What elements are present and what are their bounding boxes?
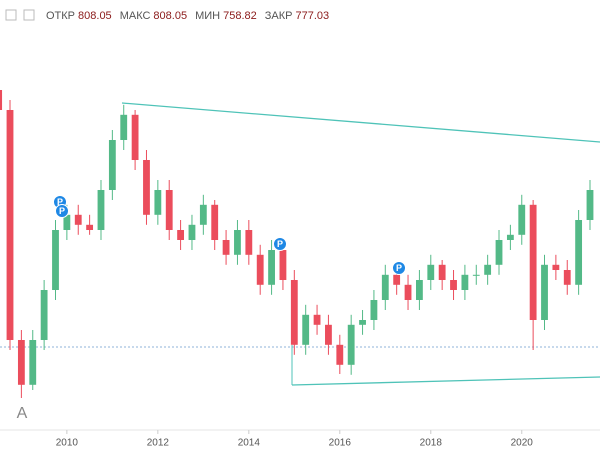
candle-body bbox=[234, 230, 241, 255]
x-tick-label: 2018 bbox=[420, 438, 443, 449]
candle-body bbox=[29, 340, 37, 385]
candle-body bbox=[302, 314, 310, 345]
candle-body bbox=[245, 230, 253, 255]
candle-body bbox=[268, 250, 275, 285]
candle-body bbox=[552, 264, 560, 270]
candle-body bbox=[325, 324, 332, 345]
candle-body bbox=[427, 264, 435, 280]
candle-body bbox=[359, 320, 366, 325]
candle-body bbox=[450, 280, 457, 290]
annotation-marker[interactable] bbox=[55, 204, 69, 218]
candle-body bbox=[461, 274, 469, 290]
annotation-label: P bbox=[57, 197, 63, 207]
candle-body bbox=[484, 264, 492, 275]
candle-body bbox=[393, 274, 401, 285]
candle-body bbox=[290, 280, 298, 345]
annotation-label: P bbox=[277, 239, 283, 249]
candle-body bbox=[404, 284, 412, 300]
candle-body bbox=[165, 190, 173, 230]
header-value: 808.05 bbox=[78, 10, 112, 22]
candle-body bbox=[256, 254, 264, 285]
candle-body bbox=[52, 230, 59, 290]
candle-body bbox=[438, 264, 446, 280]
candle-body bbox=[199, 204, 207, 225]
corner-label: A bbox=[17, 405, 28, 422]
candle-body bbox=[120, 114, 128, 140]
candle-body bbox=[279, 250, 287, 280]
candle-body bbox=[495, 240, 503, 265]
header-label: ЗАКР bbox=[265, 10, 293, 22]
candle-body bbox=[6, 110, 14, 340]
candle-body bbox=[586, 190, 594, 220]
candle-body bbox=[313, 314, 321, 325]
candle-body bbox=[575, 220, 583, 285]
trend-line bbox=[121, 102, 600, 143]
candle-body bbox=[518, 204, 526, 235]
x-tick-label: 2010 bbox=[56, 438, 79, 449]
candle-body bbox=[74, 214, 82, 225]
x-tick-label: 2012 bbox=[147, 438, 170, 449]
candle-body bbox=[131, 114, 139, 160]
header-value: 777.03 bbox=[295, 10, 329, 22]
header-icon[interactable] bbox=[5, 9, 17, 21]
candle-body bbox=[529, 204, 537, 320]
header-label: ОТКР bbox=[46, 10, 75, 22]
candle-body bbox=[177, 230, 185, 240]
candle-body bbox=[370, 300, 378, 320]
header-icon[interactable] bbox=[23, 9, 35, 21]
candle-body bbox=[63, 214, 71, 230]
candle-body bbox=[143, 160, 150, 215]
x-tick-label: 2014 bbox=[238, 438, 261, 449]
candle-body bbox=[506, 234, 514, 240]
candle-body bbox=[415, 280, 423, 300]
trend-line bbox=[291, 376, 600, 386]
candle-body bbox=[541, 264, 548, 320]
candle-body bbox=[381, 274, 389, 300]
annotation-marker[interactable] bbox=[273, 237, 287, 251]
header-value: 808.05 bbox=[153, 10, 187, 22]
header-label: МАКС bbox=[120, 10, 151, 22]
candle-body bbox=[222, 240, 230, 255]
candle-body bbox=[347, 324, 355, 365]
annotation-marker[interactable] bbox=[392, 261, 406, 275]
x-tick-label: 2020 bbox=[511, 438, 534, 449]
candle-body bbox=[563, 270, 571, 285]
candle-body bbox=[472, 274, 480, 276]
candle-body bbox=[17, 340, 25, 385]
header-label: МИН bbox=[195, 10, 220, 22]
candle-body bbox=[97, 190, 105, 230]
candle-body bbox=[336, 344, 344, 365]
x-tick-label: 2016 bbox=[329, 438, 352, 449]
candle-body bbox=[86, 224, 94, 230]
annotation-label: P bbox=[59, 206, 65, 216]
header-value: 758.82 bbox=[223, 10, 257, 22]
candle-body bbox=[108, 140, 116, 190]
annotation-label: P bbox=[396, 263, 402, 273]
candle-body bbox=[154, 190, 162, 215]
candle-body bbox=[211, 204, 219, 240]
candle-body bbox=[0, 90, 3, 110]
candle-body bbox=[40, 290, 48, 340]
candle-body bbox=[188, 224, 196, 240]
